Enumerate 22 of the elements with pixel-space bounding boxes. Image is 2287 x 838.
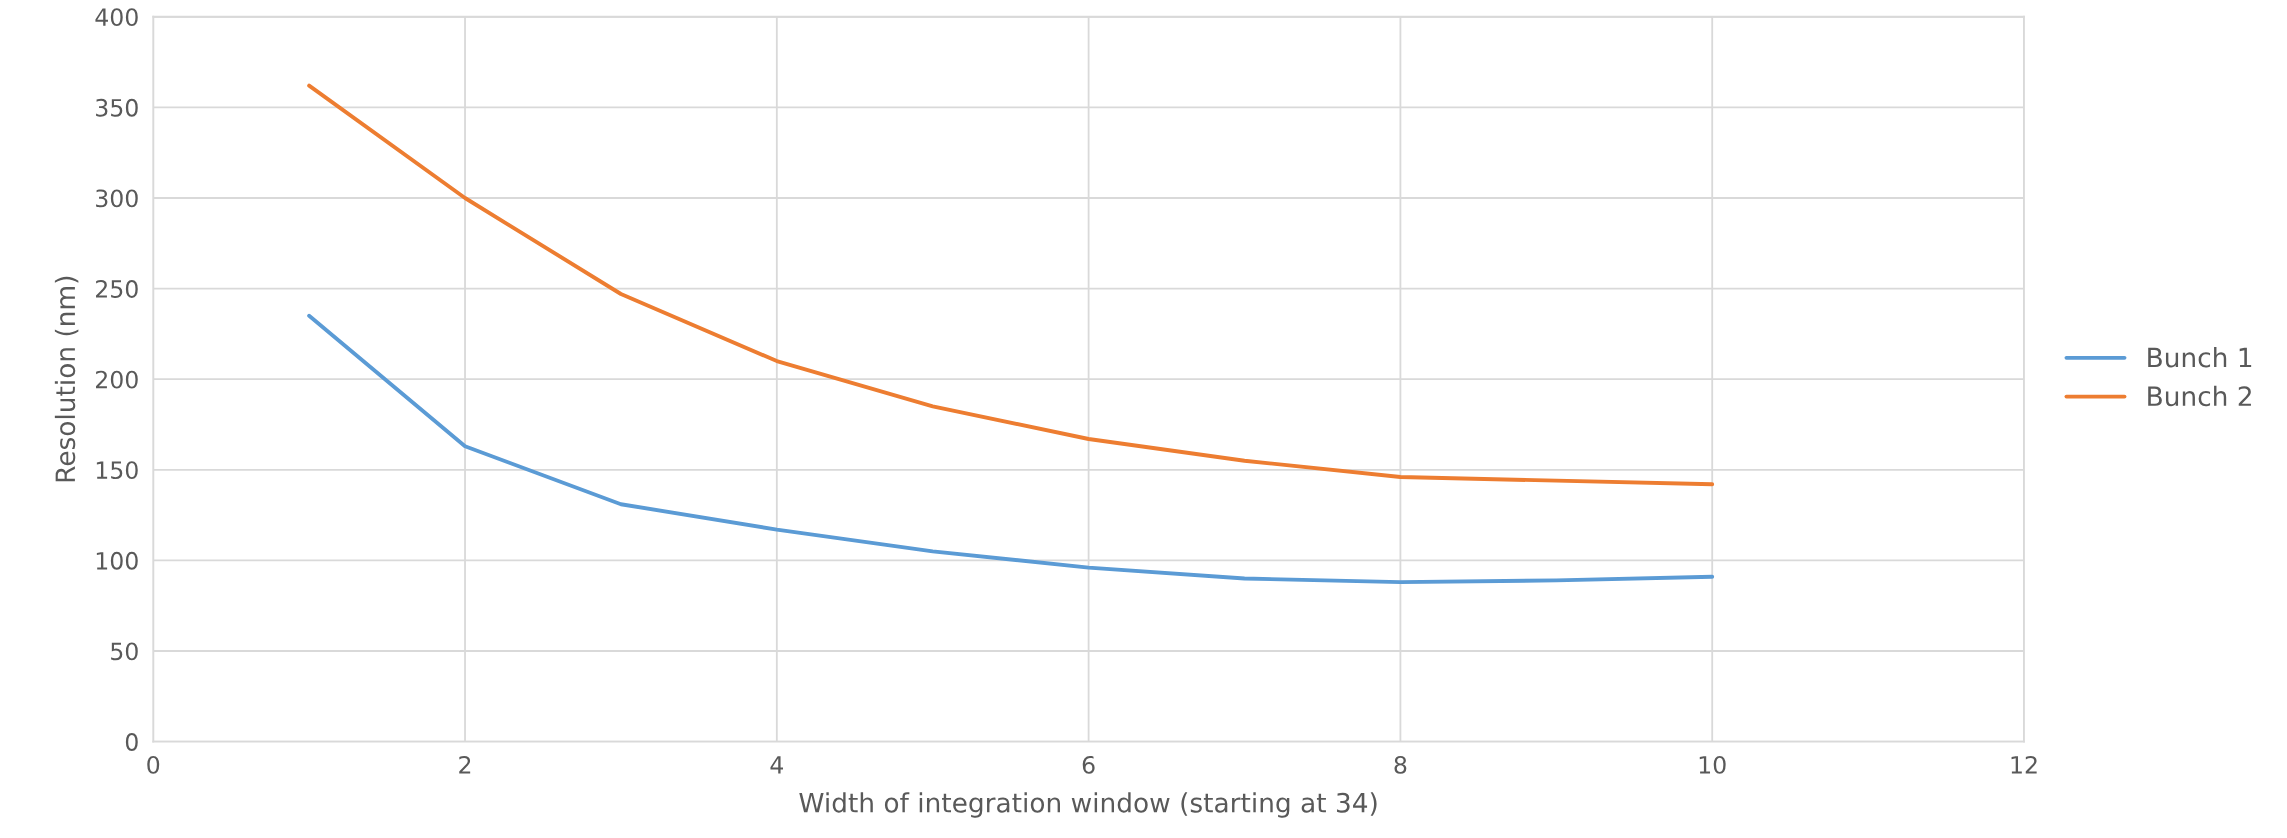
y-tick-label: 300 bbox=[96, 189, 138, 208]
x-axis-title: Width of integration window (starting at 34) bbox=[799, 792, 1377, 818]
legend-label: Bunch 1 bbox=[2148, 347, 2252, 368]
x-tick-label: 2 bbox=[459, 755, 471, 774]
x-tick-label: 4 bbox=[770, 756, 783, 774]
y-tick-label: 50 bbox=[111, 642, 138, 661]
x-tick-label: 8 bbox=[1394, 755, 1407, 774]
line-series bbox=[307, 313, 1715, 585]
legend-label: Bunch 2 bbox=[2148, 385, 2251, 407]
x-tick-label: 0 bbox=[147, 755, 160, 774]
x-tick-label: 10 bbox=[1699, 755, 1726, 774]
x-tick-label: 12 bbox=[2011, 755, 2037, 774]
x-tick-label: 6 bbox=[1082, 755, 1095, 774]
y-tick-label: 100 bbox=[96, 551, 138, 570]
line-series bbox=[307, 83, 1715, 487]
y-tick-label: 400 bbox=[95, 8, 138, 27]
y-tick-label: 0 bbox=[125, 733, 138, 751]
y-axis-title: Resolution (nm) bbox=[54, 276, 79, 482]
y-tick-label: 350 bbox=[96, 98, 138, 117]
y-tick-label: 150 bbox=[96, 461, 138, 480]
y-tick-label: 250 bbox=[96, 280, 138, 298]
y-tick-label: 200 bbox=[96, 370, 138, 389]
